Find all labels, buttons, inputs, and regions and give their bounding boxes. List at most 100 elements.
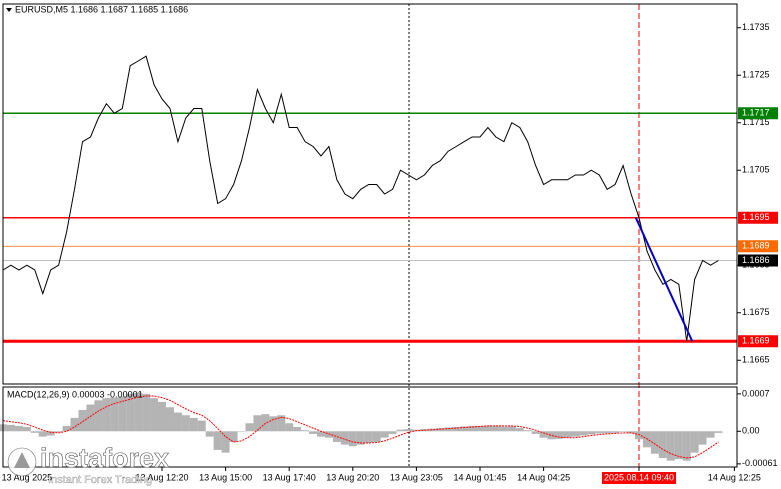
level-label: 1.1669	[742, 336, 770, 346]
macd-bar	[78, 409, 87, 432]
macd-bar	[483, 425, 492, 432]
macd-bar	[635, 431, 643, 440]
price-frame	[2, 3, 738, 385]
level-label: 1.1717	[742, 108, 770, 118]
x-tick-label: 14 Aug 04:25	[517, 472, 570, 482]
macd-bar	[468, 425, 477, 432]
macd-bar	[62, 425, 71, 432]
macd-bar	[293, 427, 302, 432]
macd-bar	[38, 431, 47, 437]
y-tick-label: 1.1665	[742, 355, 770, 365]
macd-bar	[674, 431, 683, 460]
x-tick-label: 14 Aug 01:45	[453, 472, 506, 482]
macd-bar	[539, 431, 548, 438]
macd-bar	[181, 415, 190, 432]
macd-bar	[110, 397, 119, 432]
macd-bar	[70, 417, 79, 432]
macd-bar	[253, 415, 262, 432]
macd-bar	[682, 431, 691, 461]
macd-bar	[173, 412, 182, 432]
macd-bar	[340, 431, 349, 445]
macd-bar	[428, 428, 437, 432]
macd-bar	[165, 407, 174, 432]
macd-bar	[356, 431, 365, 445]
macd-bar	[380, 431, 389, 438]
macd-bar	[205, 431, 214, 437]
macd-bar	[460, 426, 469, 432]
macd-bar	[690, 431, 699, 453]
macd-bar	[269, 416, 278, 432]
macd-bar	[523, 430, 532, 432]
price-title: EURUSD,M5 1.1686 1.1687 1.1685 1.1686	[15, 4, 188, 14]
level-label: 1.1695	[742, 212, 770, 222]
macd-bar	[587, 431, 596, 435]
macd-bar	[579, 431, 588, 436]
macd-bar	[30, 431, 39, 433]
macd-bar	[499, 426, 508, 432]
x-tick-label: 13 Aug 15:00	[199, 472, 252, 482]
macd-bar	[658, 431, 667, 458]
y-tick-label: -0.00061	[742, 458, 778, 468]
trendline	[634, 217, 694, 342]
macd-bar	[261, 414, 270, 432]
x-tick-label: 14 Aug 12:25	[708, 472, 761, 482]
x-tick-label: 13 Aug 20:20	[326, 472, 379, 482]
macd-bar	[197, 420, 206, 432]
macd-bar	[603, 431, 612, 434]
macd-bar	[237, 431, 246, 432]
macd-bar	[277, 415, 286, 432]
x-tick-label: 13 Aug 12:20	[135, 472, 188, 482]
macd-bar	[332, 431, 341, 442]
y-tick-label: 0.0007	[742, 388, 770, 398]
logo-mark	[14, 452, 30, 468]
macd-bar	[364, 431, 373, 444]
y-tick-label: 1.1675	[742, 307, 770, 317]
watermark-tagline: Instant Forex Trading	[48, 474, 152, 486]
macd-bar	[285, 423, 294, 432]
macd-bar	[404, 429, 413, 432]
macd-bar	[666, 431, 675, 461]
x-tick-label: 2025.08.14 09:40	[604, 472, 674, 482]
y-tick-label: 1.1725	[742, 70, 770, 80]
macd-bar	[213, 431, 222, 450]
macd-bar	[515, 428, 524, 432]
macd-bar	[54, 431, 63, 433]
macd-bar	[142, 393, 151, 432]
macd-bar	[22, 427, 31, 432]
macd-bar	[14, 425, 23, 432]
y-tick-label: 1.1715	[742, 117, 770, 127]
y-tick-label: 1.1705	[742, 165, 770, 175]
macd-bar	[714, 431, 723, 433]
macd-bar	[555, 431, 564, 439]
macd-bar	[229, 431, 238, 442]
macd-bar	[627, 431, 636, 434]
macd-bar	[396, 429, 405, 432]
macd-bar	[317, 431, 325, 437]
macd-bar	[563, 431, 572, 438]
macd-bar	[547, 431, 556, 440]
macd-signal	[2, 395, 719, 459]
macd-bar	[221, 431, 230, 453]
macd-bar	[452, 427, 461, 432]
menu-arrow[interactable]	[6, 8, 12, 12]
macd-bar	[46, 431, 55, 436]
macd-bar	[595, 431, 604, 434]
macd-bar	[118, 396, 127, 432]
x-highlight-box	[602, 472, 676, 484]
macd-title: MACD(12,26,9) 0.00003 -0.00001	[7, 389, 143, 399]
macd-bar	[650, 431, 659, 454]
y-tick-label: 1.1735	[742, 22, 770, 32]
macd-bar	[348, 431, 357, 447]
macd-bar	[6, 424, 15, 432]
time-axis: 13 Aug 2025 13 Aug 12:20 13 Aug 15:00 13 Au…	[2, 467, 761, 484]
macd-bar	[324, 431, 333, 438]
price-pane: 1.16651.16751.16851.17051.17151.17251.17…	[2, 4, 778, 467]
macd-bar	[126, 393, 135, 432]
x-tick-label: 13 Aug 2025	[2, 472, 53, 482]
macd-frame	[2, 386, 738, 468]
macd-bar	[301, 430, 310, 432]
macd-bar	[507, 425, 516, 432]
level-label-box	[738, 240, 778, 253]
last-price-label: 1.1686	[742, 255, 770, 265]
